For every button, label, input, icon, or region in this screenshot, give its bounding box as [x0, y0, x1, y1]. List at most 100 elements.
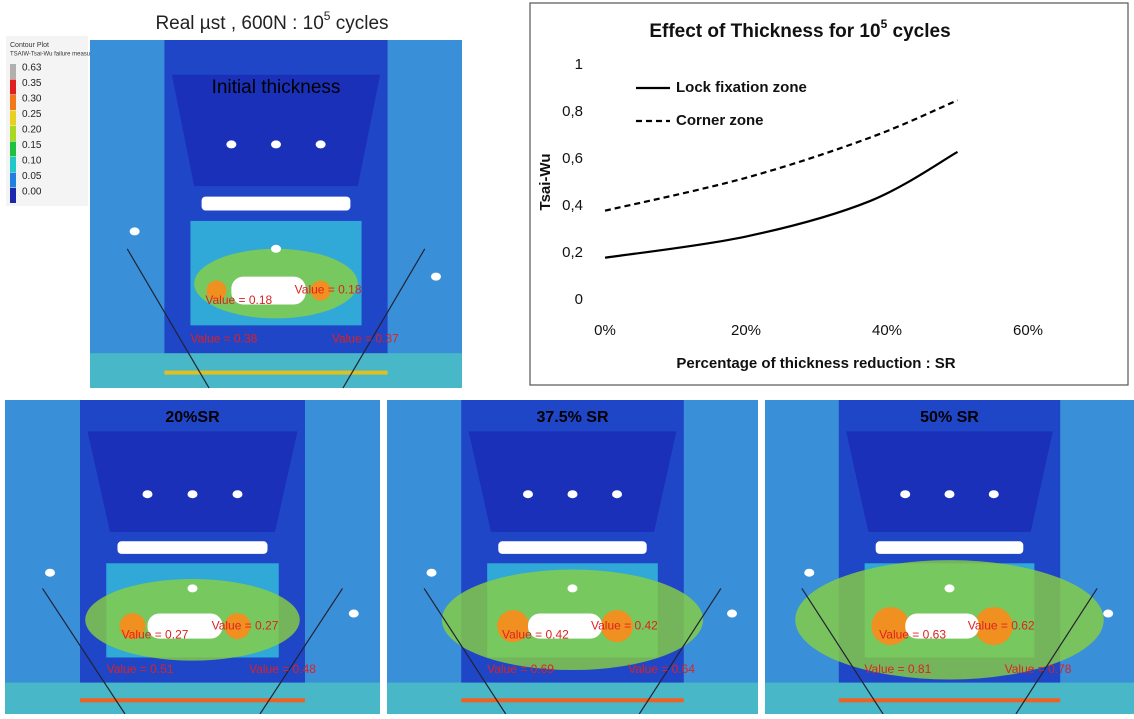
fea-side — [1060, 400, 1134, 714]
fea-hole — [727, 609, 738, 618]
value-label: Value = 0.69 — [487, 662, 554, 676]
fea-hole — [567, 584, 578, 593]
legend-level: 0.00 — [22, 187, 42, 198]
y-tick-label: 0,2 — [562, 244, 583, 261]
legend-level: 0.20 — [22, 125, 42, 136]
fea-hole — [315, 140, 326, 149]
fea-side — [387, 400, 462, 714]
legend-level: 0.25 — [22, 109, 42, 120]
fea-side — [387, 40, 462, 388]
legend-title: Contour Plot — [10, 42, 49, 49]
series-line — [604, 99, 958, 212]
fea-hotzone — [310, 280, 331, 301]
legend-level: 0.35 — [22, 78, 42, 89]
fea-hole — [426, 568, 437, 577]
fea-bottom-line — [80, 698, 305, 703]
fea-hole — [944, 584, 955, 593]
fea-hole — [612, 490, 623, 499]
fea-hotzone — [601, 610, 634, 643]
figure-title: Real µst , 600N : 105 cycles — [155, 9, 388, 34]
panel-label: 50% SR — [920, 409, 979, 426]
fea-top-panel — [171, 74, 381, 187]
value-label: Value = 0.64 — [628, 662, 695, 676]
fea-opening — [905, 613, 980, 639]
fea-edge — [801, 588, 884, 715]
fea-hole — [900, 490, 911, 499]
fea-hole — [1103, 609, 1114, 618]
fea-top-panel — [846, 431, 1053, 532]
value-label: Value = 0.18 — [295, 283, 362, 297]
y-tick-label: 0,4 — [562, 197, 583, 214]
y-tick-label: 0 — [575, 291, 583, 308]
fea-edge — [342, 248, 426, 389]
fea-slot — [498, 541, 647, 554]
legend-level: 0.63 — [22, 63, 42, 74]
fea-hole — [142, 490, 153, 499]
fea-edge — [423, 588, 507, 715]
value-label: Value = 0.42 — [591, 618, 658, 632]
legend-swatch — [10, 110, 16, 126]
fea-opening — [147, 613, 223, 639]
fea-hole — [988, 490, 999, 499]
fea-hotzone — [206, 280, 227, 301]
legend-swatch — [10, 172, 16, 188]
chart-frame — [529, 2, 1129, 386]
value-label: Value = 0.62 — [968, 618, 1035, 632]
legend-swatch — [10, 126, 16, 141]
fea-hole — [522, 490, 533, 499]
fea-hole — [804, 568, 815, 577]
title-text: cycles — [330, 13, 388, 34]
fea-hole — [271, 140, 281, 149]
x-tick-label: 60% — [1013, 322, 1043, 339]
y-tick-label: 0,6 — [562, 150, 583, 167]
panel-label: Initial thickness — [212, 77, 341, 98]
fea-hotzone — [119, 613, 146, 640]
fea-edge — [126, 248, 210, 389]
fea-slot — [117, 541, 268, 554]
fea-side — [305, 400, 380, 714]
fea-hole — [129, 227, 140, 236]
chart-title-text: Effect of Thickness for 10 — [649, 21, 880, 42]
fea-hotzone — [224, 613, 251, 640]
fea-bottom-line — [838, 698, 1061, 703]
y-tick-label: 1 — [575, 56, 583, 73]
fea-hotzone — [974, 607, 1013, 646]
fea-hole — [226, 140, 237, 149]
fea-slot — [875, 541, 1024, 554]
fea-top-panel — [87, 431, 298, 532]
legend-bg — [6, 36, 88, 206]
fea-hole — [430, 272, 441, 281]
chart-title-text: cycles — [887, 21, 950, 42]
fea-hole — [944, 490, 955, 499]
value-label: Value = 0.37 — [332, 331, 399, 345]
x-tick-label: 20% — [731, 322, 761, 339]
fea-hole — [567, 490, 578, 499]
fea-opening — [527, 613, 603, 639]
fea-panel — [387, 400, 758, 715]
fea-hotzone — [497, 610, 530, 643]
fea-bottom-line — [461, 698, 684, 703]
title-sup: 5 — [324, 9, 331, 23]
fea-slot — [201, 196, 351, 211]
x-tick-label: 0% — [594, 322, 616, 339]
legend-level: 0.15 — [22, 140, 42, 151]
chart-title: Effect of Thickness for 105 cycles — [649, 17, 950, 42]
fea-opening — [231, 276, 306, 305]
fea-side — [765, 400, 839, 714]
legend-swatch — [10, 95, 16, 110]
fea-hole — [232, 490, 243, 499]
legend-swatch — [10, 79, 16, 95]
legend-label: Lock fixation zone — [676, 79, 807, 96]
fea-top-panel — [468, 431, 677, 532]
value-label: Value = 0.38 — [190, 331, 257, 345]
x-tick-label: 40% — [872, 322, 902, 339]
value-label: Value = 0.63 — [879, 628, 946, 642]
fea-panel — [90, 40, 462, 389]
title-text: Real µst , 600N : 10 — [155, 13, 323, 34]
legend-level: 0.10 — [22, 156, 42, 167]
fea-hole — [348, 609, 359, 618]
value-label: Value = 0.48 — [249, 662, 316, 676]
fea-hole — [45, 568, 55, 577]
fea-hole — [187, 584, 198, 593]
